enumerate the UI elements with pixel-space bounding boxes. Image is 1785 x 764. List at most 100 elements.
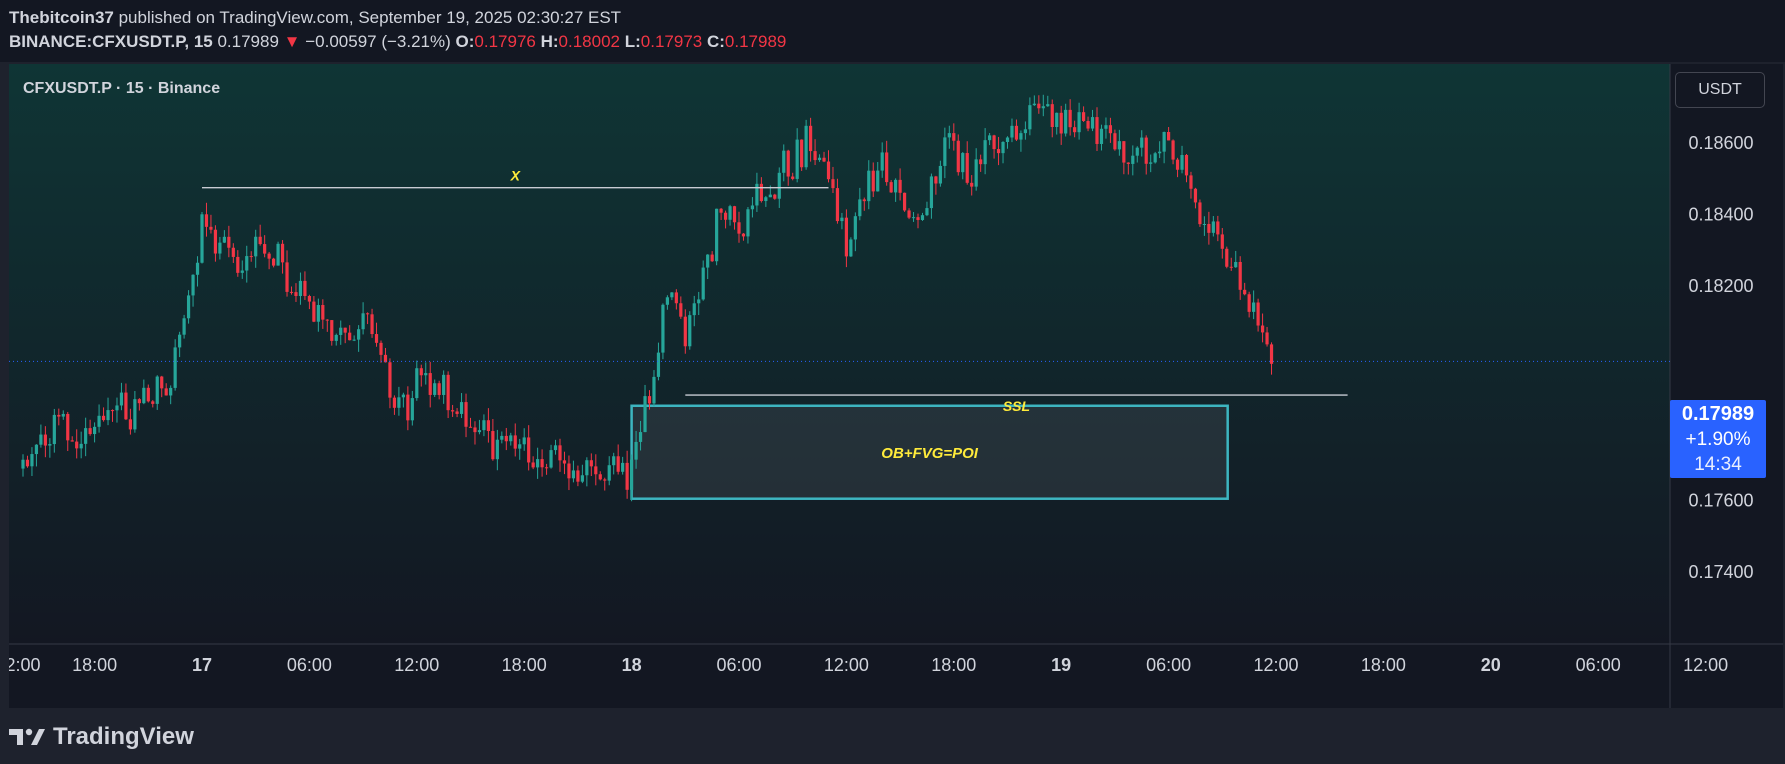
candle-body[interactable] — [209, 226, 213, 230]
candle-body[interactable] — [222, 236, 226, 243]
chart-legend-title[interactable]: CFXUSDT.P · 15 · Binance — [23, 80, 221, 97]
candle-body[interactable] — [723, 212, 728, 220]
candle-body[interactable] — [786, 150, 790, 177]
candle-body[interactable] — [236, 256, 240, 273]
candle-body[interactable] — [115, 405, 119, 411]
candle-body[interactable] — [379, 342, 383, 355]
candle-body[interactable] — [486, 420, 490, 432]
candle-body[interactable] — [1077, 112, 1081, 133]
candle-body[interactable] — [1140, 137, 1144, 148]
candle-body[interactable] — [1050, 104, 1054, 128]
candle-body[interactable] — [119, 392, 124, 406]
candle-body[interactable] — [433, 383, 437, 395]
candle-body[interactable] — [536, 459, 540, 468]
candle-body[interactable] — [285, 262, 289, 292]
candle-body[interactable] — [1243, 289, 1247, 295]
candle-body[interactable] — [683, 316, 687, 347]
candle-body[interactable] — [442, 374, 446, 395]
candle-body[interactable] — [276, 243, 280, 266]
candle-body[interactable] — [889, 182, 893, 193]
candle-body[interactable] — [988, 135, 992, 141]
candle-body[interactable] — [231, 247, 235, 257]
candle-body[interactable] — [594, 466, 598, 475]
candle-body[interactable] — [146, 387, 150, 402]
candle-body[interactable] — [625, 462, 629, 490]
candle-body[interactable] — [1064, 109, 1068, 134]
candle-body[interactable] — [880, 152, 884, 171]
candle-body[interactable] — [862, 199, 866, 202]
candle-body[interactable] — [1260, 325, 1265, 333]
candle-body[interactable] — [1081, 112, 1086, 121]
candle-body[interactable] — [25, 459, 30, 467]
candle-body[interactable] — [48, 444, 52, 446]
candle-body[interactable] — [643, 396, 647, 433]
candle-body[interactable] — [218, 242, 222, 254]
candle-body[interactable] — [585, 460, 589, 476]
candle-body[interactable] — [522, 437, 526, 445]
candle-body[interactable] — [34, 444, 39, 455]
candle-body[interactable] — [437, 383, 441, 395]
candle-body[interactable] — [1238, 261, 1242, 290]
candle-body[interactable] — [1117, 141, 1121, 150]
tradingview-logo[interactable]: TradingView — [9, 723, 194, 751]
candle-body[interactable] — [1046, 104, 1050, 107]
candle-body[interactable] — [240, 270, 244, 273]
candle-body[interactable] — [267, 253, 271, 259]
candle-body[interactable] — [1247, 294, 1251, 312]
candle-body[interactable] — [898, 179, 902, 193]
candle-body[interactable] — [1001, 141, 1005, 154]
candle-body[interactable] — [1014, 125, 1019, 140]
candle-body[interactable] — [1113, 133, 1117, 150]
candle-body[interactable] — [455, 411, 459, 414]
candle-body[interactable] — [598, 474, 602, 480]
candle-body[interactable] — [1032, 103, 1036, 106]
candle-body[interactable] — [934, 176, 938, 184]
candle-body[interactable] — [1198, 202, 1202, 225]
candle-body[interactable] — [544, 467, 549, 469]
candle-body[interactable] — [795, 139, 799, 179]
candle-body[interactable] — [392, 397, 397, 408]
candle-body[interactable] — [66, 413, 70, 441]
candle-body[interactable] — [1162, 131, 1166, 152]
candle-body[interactable] — [245, 256, 249, 271]
candle-body[interactable] — [1193, 188, 1198, 203]
candle-body[interactable] — [468, 426, 473, 428]
candle-body[interactable] — [1090, 117, 1095, 129]
candle-body[interactable] — [549, 450, 553, 468]
candle-body[interactable] — [88, 428, 92, 435]
candle-body[interactable] — [531, 462, 535, 468]
candle-body[interactable] — [849, 239, 853, 257]
publisher-name[interactable]: Thebitcoin37 — [9, 8, 114, 27]
candle-body[interactable] — [1229, 266, 1233, 268]
candle-body[interactable] — [1265, 332, 1269, 345]
candle-body[interactable] — [101, 415, 106, 421]
candle-body[interactable] — [1073, 127, 1077, 133]
candle-body[interactable] — [303, 280, 307, 296]
candle-body[interactable] — [1216, 221, 1220, 235]
candle-body[interactable] — [1225, 248, 1229, 267]
candle-body[interactable] — [343, 327, 347, 333]
candle-body[interactable] — [983, 140, 987, 165]
candle-body[interactable] — [249, 256, 253, 258]
candle-body[interactable] — [916, 217, 920, 220]
candle-body[interactable] — [39, 434, 43, 445]
candle-body[interactable] — [178, 334, 182, 348]
candle-body[interactable] — [571, 470, 576, 479]
candle-body[interactable] — [106, 410, 110, 421]
candle-body[interactable] — [867, 170, 871, 202]
candle-body[interactable] — [638, 432, 643, 442]
candle-body[interactable] — [182, 318, 186, 335]
candle-body[interactable] — [826, 161, 831, 180]
candle-body[interactable] — [764, 197, 768, 202]
candle-body[interactable] — [630, 459, 634, 490]
candle-body[interactable] — [509, 435, 513, 442]
candle-body[interactable] — [970, 182, 974, 187]
candle-body[interactable] — [553, 445, 558, 451]
candle-body[interactable] — [43, 434, 47, 446]
candle-body[interactable] — [853, 216, 857, 240]
candle-body[interactable] — [357, 329, 361, 340]
candle-body[interactable] — [527, 437, 531, 463]
candle-body[interactable] — [93, 426, 97, 435]
candle-body[interactable] — [732, 206, 737, 223]
candle-body[interactable] — [607, 465, 611, 481]
